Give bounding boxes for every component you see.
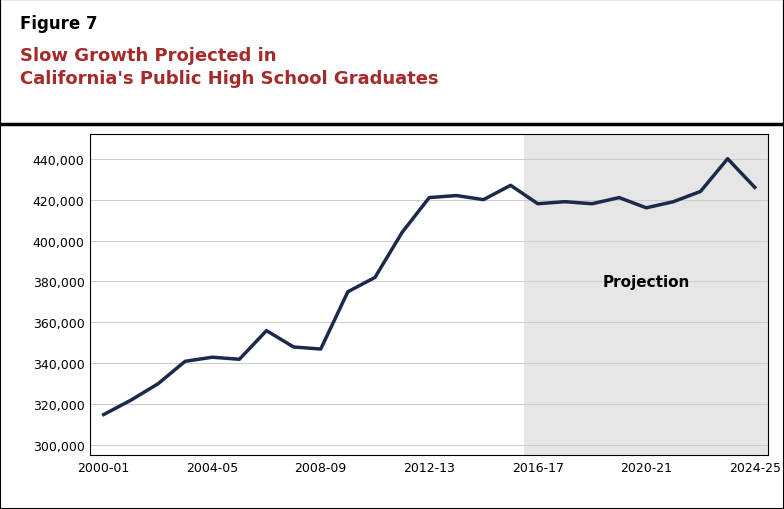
Text: Slow Growth Projected in
California's Public High School Graduates: Slow Growth Projected in California's Pu… — [20, 47, 438, 88]
Text: Projection: Projection — [603, 274, 690, 290]
Bar — [524, 135, 768, 456]
Text: Figure 7: Figure 7 — [20, 15, 97, 33]
